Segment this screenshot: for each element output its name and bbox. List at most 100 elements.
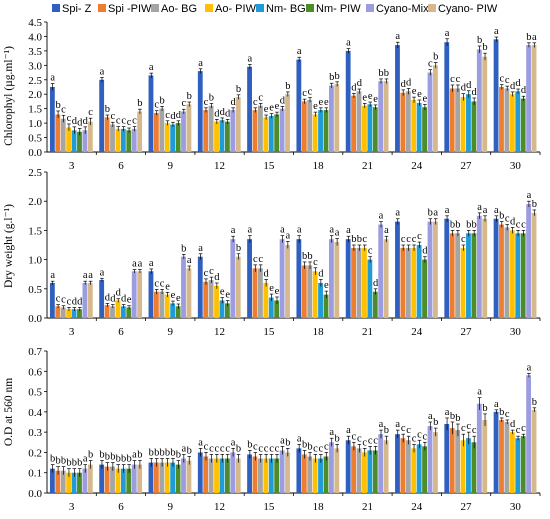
bar [449,428,455,493]
legend-swatch [52,4,60,12]
x-tick-label: 12 [214,326,225,338]
bar [208,458,214,493]
significance-letter: d [72,296,78,307]
y-tick-label: 2.0 [28,89,42,101]
bar [126,307,132,318]
bar [55,114,61,152]
bar [356,247,362,318]
significance-letter: c [516,425,521,436]
significance-letter: d [406,77,412,88]
y-tick-label: 0.4 [28,407,42,419]
bar [356,448,362,493]
bar [444,218,450,318]
significance-letter: c [417,429,422,440]
bar [214,458,219,493]
significance-letter: a [477,387,482,398]
significance-letter: d [280,95,286,106]
bar [526,204,532,318]
significance-letter: c [472,425,477,436]
y-tick-label: 0.5 [28,387,42,399]
significance-letter: e [269,103,274,114]
significance-letter: c [373,435,378,446]
significance-letter: d [472,87,478,98]
legend-label: Nm- BG [266,3,306,15]
bar [400,247,406,318]
significance-letter: c [121,116,126,127]
bar [285,452,290,493]
y-tick-label: 1.0 [28,118,42,130]
bar [356,91,362,152]
bar [493,411,499,493]
significance-letter: b [307,251,312,262]
significance-letter: a [187,255,192,266]
significance-letter: d [466,80,472,91]
x-tick-label: 27 [461,326,473,338]
significance-letter: c [505,75,510,86]
legend-label: Cyano-Mix [376,3,429,15]
bar [455,88,461,152]
bar [224,121,230,152]
x-tick-label: 15 [263,160,275,172]
significance-letter: d [521,85,527,96]
bar [60,470,66,493]
bar [164,123,170,152]
significance-letter: c [368,435,373,446]
bar [433,432,438,493]
bar [71,309,77,318]
significance-letter: e [264,104,269,115]
significance-letter: e [324,97,329,108]
significance-letter: c [450,74,455,85]
significance-letter: a [132,259,137,270]
significance-letter: a [100,267,105,278]
bar [104,305,110,318]
bar [131,271,137,318]
bar [531,45,537,152]
bar [509,94,515,152]
bar [312,271,318,318]
significance-letter: c [253,97,258,108]
bar [186,460,192,493]
significance-letter: b [335,71,340,82]
significance-letter: c [521,423,526,434]
significance-letter: c [154,278,159,289]
significance-letter: c [264,443,269,454]
significance-letter: a [494,26,499,37]
y-axis-label: Chlorophyl (µg.ml⁻¹) [3,46,15,146]
significance-letter: e [269,283,274,294]
significance-letter: a [379,419,384,430]
bar [175,464,181,493]
significance-letter: b [532,199,537,210]
bar [318,458,323,493]
significance-letter: a [181,443,186,454]
legend-label: Cyano- PIW [438,3,498,15]
significance-letter: d [83,116,89,127]
bar [274,458,280,493]
significance-letter: c [269,443,274,454]
significance-letter: c [165,110,170,121]
significance-letter: a [428,411,433,422]
bar [531,409,537,493]
bar [148,462,154,493]
bar [471,442,477,493]
bar [460,440,466,493]
bar [427,426,433,493]
bar [137,111,143,152]
significance-letter: c [132,116,137,127]
significance-letter: a [50,270,55,281]
bar [208,105,214,152]
bar [499,87,504,152]
significance-letter: a [83,454,88,465]
significance-letter: c [160,278,165,289]
y-tick-label: 0.2 [28,447,42,459]
significance-letter: b [105,452,110,463]
bar [422,107,427,152]
legend-swatch [306,4,314,12]
significance-letter: c [67,296,72,307]
significance-letter: c [521,219,526,230]
bar [235,458,241,493]
significance-letter: a [198,437,203,448]
bar [214,121,219,152]
significance-letter: d [121,294,127,305]
bar [274,114,280,152]
bar [471,233,477,318]
